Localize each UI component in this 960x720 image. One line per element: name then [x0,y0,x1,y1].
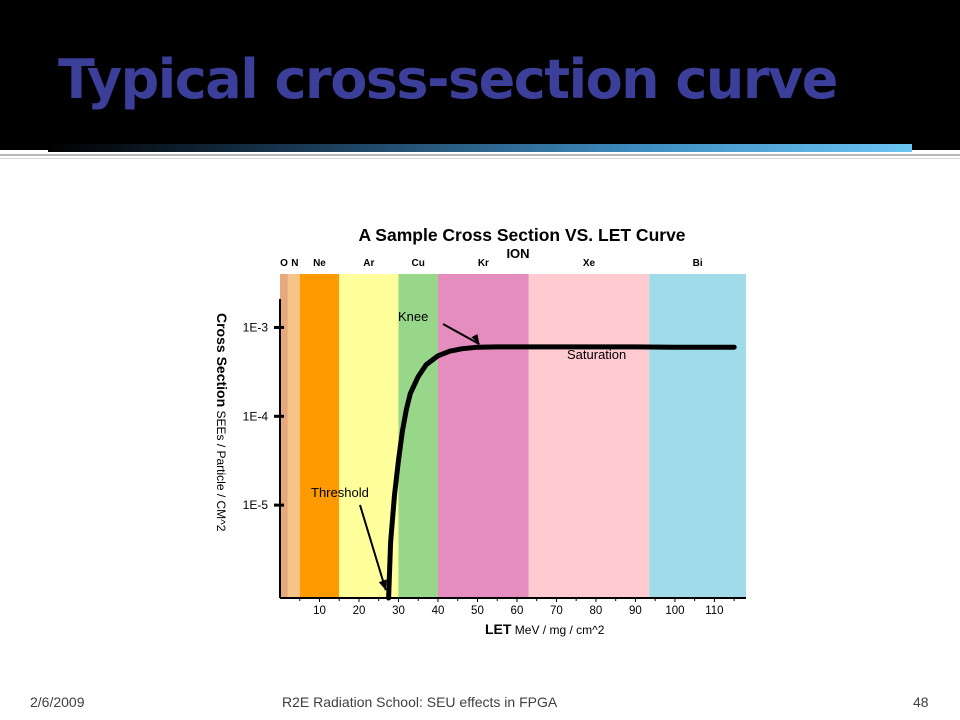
title-rule-secondary [0,158,960,159]
x-axis-label-bold: LET [485,621,512,637]
annotation-saturation: Saturation [567,347,626,362]
footer-presentation-title: R2E Radiation School: SEU effects in FPG… [282,694,558,710]
ion-band-ne [299,274,340,598]
ion-band-xe [528,274,650,598]
annotation-knee: Knee [398,309,428,324]
x-tick-label: 100 [665,605,684,617]
y-ticks: 1E-5 1E-4 1E-3 [243,320,284,512]
x-axis-label: LET MeV / mg / cm^2 [485,621,605,637]
x-tick-label: 90 [629,605,642,617]
ion-band-n [287,274,300,598]
ion-label-n: N [291,258,298,269]
chart-title: A Sample Cross Section VS. LET Curve [358,225,685,245]
x-tick-label: 20 [353,605,366,617]
y-tick-label: 1E-3 [243,320,269,334]
x-axis-label-units: MeV / mg / cm^2 [511,623,604,637]
x-tick-label: 80 [590,605,603,617]
footer-date: 2/6/2009 [30,694,85,710]
threshold-arrowhead [378,579,387,591]
ion-band-labels: O N Ne Ar Cu Kr Xe Bi [280,258,703,269]
ion-band-o [280,274,288,598]
ion-label-ar: Ar [363,258,374,269]
knee-arrow [442,323,480,346]
annotation-threshold: Threshold [311,485,369,500]
y-axis-label-bold: Cross Section [214,313,230,407]
y-axis-label-units: SEEs / Particle / CM^2 [214,407,228,532]
slide-title: Typical cross-section curve [58,48,838,111]
threshold-arrow [359,504,387,591]
title-bar [0,0,960,150]
y-tick-label: 1E-4 [243,409,269,423]
knee-arrowhead [471,334,480,345]
ion-label-cu: Cu [412,258,425,269]
annotations: Knee Saturation Threshold [311,309,626,591]
ion-label-o: O [280,258,288,269]
x-tick-label: 50 [471,605,484,617]
x-tick-label: 10 [313,605,326,617]
y-tick-label: 1E-5 [243,498,269,512]
ion-label-kr: Kr [478,258,489,269]
cross-section-curve [386,344,737,601]
x-tick-label: 40 [432,605,445,617]
title-rule [0,154,960,156]
title-accent-bar [48,144,912,152]
x-tick-label: 70 [550,605,563,617]
ion-band-title: ION [506,246,529,261]
x-tick-label: 60 [511,605,524,617]
x-tick-label: 110 [705,605,723,617]
ion-bands [280,274,746,598]
ion-label-ne: Ne [313,258,326,269]
x-ticks: 10 20 30 40 50 60 70 80 90 100 110 [299,598,735,617]
y-axis-label: Cross Section SEEs / Particle / CM^2 [214,313,230,532]
ion-band-kr [437,274,529,598]
ion-label-bi: Bi [693,258,703,269]
x-tick-label: 30 [392,605,405,617]
ion-label-xe: Xe [583,258,596,269]
ion-band-bi [649,274,746,598]
ion-band-cu [398,274,438,598]
cross-section-chart: O N Ne Ar Cu Kr Xe Bi 10 20 30 40 50 60 70 80 90 100 110 … [214,225,746,637]
footer-page-number: 48 [913,694,929,710]
